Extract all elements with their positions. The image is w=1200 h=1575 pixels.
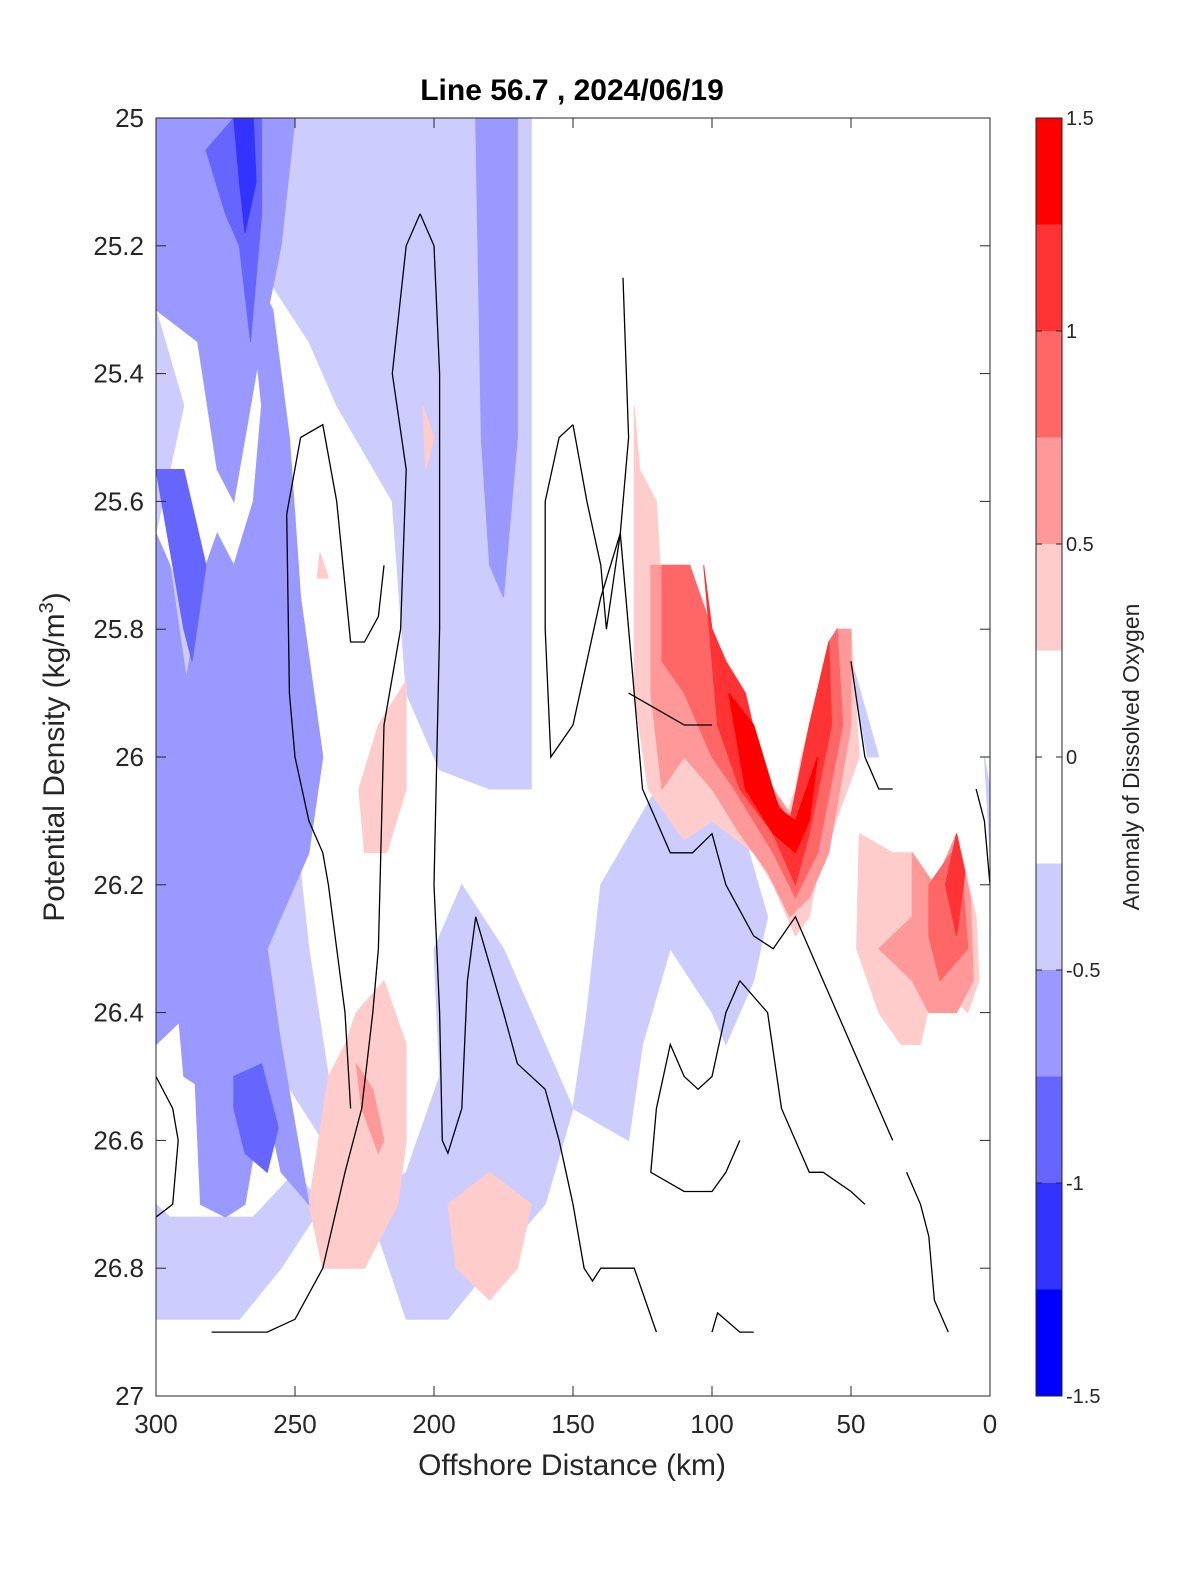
- chart-title: Line 56.7 , 2024/06/19: [420, 74, 724, 107]
- colorbar-tick-label: -1: [1066, 1173, 1084, 1195]
- contour-region: [703, 565, 833, 887]
- colorbar-segment: [1036, 224, 1062, 331]
- contour-line: [572, 277, 630, 630]
- y-tick-label: 26.6: [93, 1125, 144, 1155]
- x-tick-label: 200: [412, 1409, 455, 1439]
- contour-line: [906, 1172, 949, 1333]
- contour-region: [447, 1171, 532, 1301]
- x-axis-label: Offshore Distance (km): [418, 1449, 726, 1482]
- contour-region: [233, 118, 257, 234]
- contour-line: [975, 788, 990, 885]
- x-tick-label: 150: [551, 1409, 594, 1439]
- y-tick-label: 26.8: [93, 1253, 144, 1283]
- colorbar-tick-label: -1.5: [1066, 1386, 1100, 1408]
- contour-region: [983, 756, 990, 853]
- x-tick-label: 100: [690, 1409, 733, 1439]
- y-axis-label-main: Potential Density (kg/m: [38, 613, 71, 921]
- contour-lines: [156, 213, 990, 1333]
- contour-region: [475, 118, 518, 598]
- colorbar-segment: [1036, 970, 1062, 1077]
- x-tick-label: 300: [134, 1409, 177, 1439]
- colorbar-segment: [1036, 863, 1062, 970]
- colorbar-segment: [1036, 1076, 1062, 1183]
- y-tick-label: 26.4: [93, 998, 144, 1028]
- colorbar-segment: [1036, 331, 1062, 438]
- colorbar-tick-label: 1: [1066, 321, 1077, 343]
- y-tick-label: 25.8: [93, 614, 144, 644]
- contour-region: [156, 469, 207, 662]
- colorbar-tick-label: 0: [1066, 747, 1077, 769]
- y-tick-label: 26: [115, 742, 144, 772]
- y-tick-label: 25.2: [93, 231, 144, 261]
- y-tick-label: 27: [115, 1381, 144, 1411]
- colorbar-label: Anomaly of Dissolved Oxygen: [1118, 604, 1144, 911]
- colorbar-tick-label: 1.5: [1066, 108, 1094, 130]
- contour-line: [650, 980, 741, 1193]
- colorbar-segment: [1036, 118, 1062, 225]
- contour-fill-regions: [156, 118, 990, 1320]
- y-tick-label: 25: [115, 103, 144, 133]
- colorbar-segment: [1036, 1289, 1062, 1396]
- colorbar-tick-label: 0.5: [1066, 534, 1094, 556]
- y-tick-label: 25.6: [93, 486, 144, 516]
- contour-line: [850, 661, 893, 790]
- contour-region: [944, 833, 966, 937]
- contour-line: [544, 424, 894, 1141]
- contour-line: [300, 423, 385, 643]
- x-axis-ticks: 300 250 200 150 100 50 0: [134, 118, 997, 1439]
- colorbar-segment: [1036, 437, 1062, 544]
- contour-line: [156, 1076, 179, 1218]
- colorbar-tick-label: -0.5: [1066, 960, 1100, 982]
- contour-line: [711, 1311, 754, 1333]
- y-tick-label: 26.2: [93, 870, 144, 900]
- x-tick-label: 0: [983, 1409, 997, 1439]
- colorbar-ticks: 1.5 1 0.5 0 -0.5 -1 -1.5: [1036, 108, 1100, 1408]
- contour-line: [628, 692, 712, 726]
- contour-region: [233, 1062, 279, 1174]
- colorbar-segment: [1036, 1183, 1062, 1290]
- colorbar-segment: [1036, 544, 1062, 651]
- contour-region: [355, 1063, 385, 1155]
- contour-region: [422, 405, 435, 470]
- y-axis-label-end: ): [38, 592, 71, 602]
- y-axis-ticks: 25 25.2 25.4 25.6 25.8 26 26.2 26.4 26.6 26.8 27: [93, 103, 990, 1411]
- x-tick-label: 50: [837, 1409, 866, 1439]
- y-axis-label: Potential Density (kg/m3): [36, 592, 71, 922]
- contour-region: [728, 692, 819, 854]
- contour-region: [316, 552, 330, 579]
- contour-line: [419, 213, 658, 1333]
- contour-line: [286, 437, 352, 1109]
- contour-line: [739, 980, 866, 1205]
- y-axis-label-superscript: 3: [36, 602, 58, 613]
- x-tick-label: 250: [273, 1409, 316, 1439]
- contour-line: [211, 213, 421, 1333]
- y-tick-label: 25.4: [93, 359, 144, 389]
